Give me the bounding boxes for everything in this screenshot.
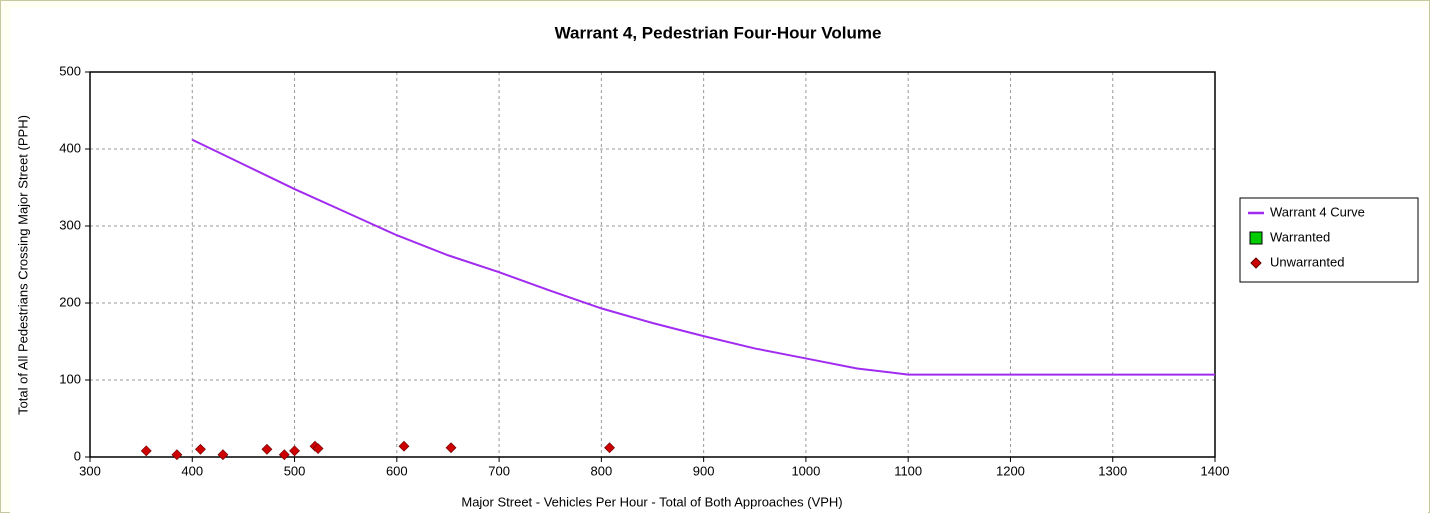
point [604,442,615,454]
point [195,443,206,455]
legend-label: Unwarranted [1270,254,1344,269]
x-tick-label: 1100 [894,463,922,478]
y-tick-label: 200 [59,294,81,309]
plot-area [90,72,1215,457]
x-tick-label: 1300 [1098,463,1127,478]
y-tick-label: 100 [59,371,81,386]
point [261,443,273,455]
x-tick-label: 300 [79,463,101,478]
x-tick-label: 600 [386,463,408,478]
y-tick-label: 500 [59,63,81,78]
x-axis-label: Major Street - Vehicles Per Hour - Total… [461,494,842,509]
legend-label: Warranted [1270,229,1330,244]
point [398,440,410,452]
point [171,449,183,461]
x-tick-label: 900 [693,463,715,478]
y-tick-label: 300 [59,217,81,232]
legend-swatch [1250,257,1262,269]
legend-label: Warrant 4 Curve [1270,204,1365,219]
y-axis-label: Total of All Pedestrians Crossing Major … [15,115,30,415]
x-tick-label: 700 [488,463,510,478]
x-tick-label: 500 [284,463,306,478]
point [140,445,152,457]
plot-border [89,71,1216,458]
legend-swatch [1249,231,1263,245]
x-tick-label: 1400 [1201,463,1230,478]
x-tick-label: 1200 [996,463,1025,478]
y-tick-label: 400 [59,140,81,155]
curve [191,138,1215,376]
chart-title: Warrant 4, Pedestrian Four-Hour Volume [555,23,882,42]
point [217,449,229,461]
legend-box [1239,197,1419,283]
y-tick-label: 0 [74,448,81,463]
x-tick-label: 800 [591,463,613,478]
point [289,445,300,457]
point [278,449,290,461]
x-tick-label: 1000 [791,463,820,478]
point [312,443,324,454]
x-tick-label: 400 [181,463,203,478]
point [445,442,457,454]
